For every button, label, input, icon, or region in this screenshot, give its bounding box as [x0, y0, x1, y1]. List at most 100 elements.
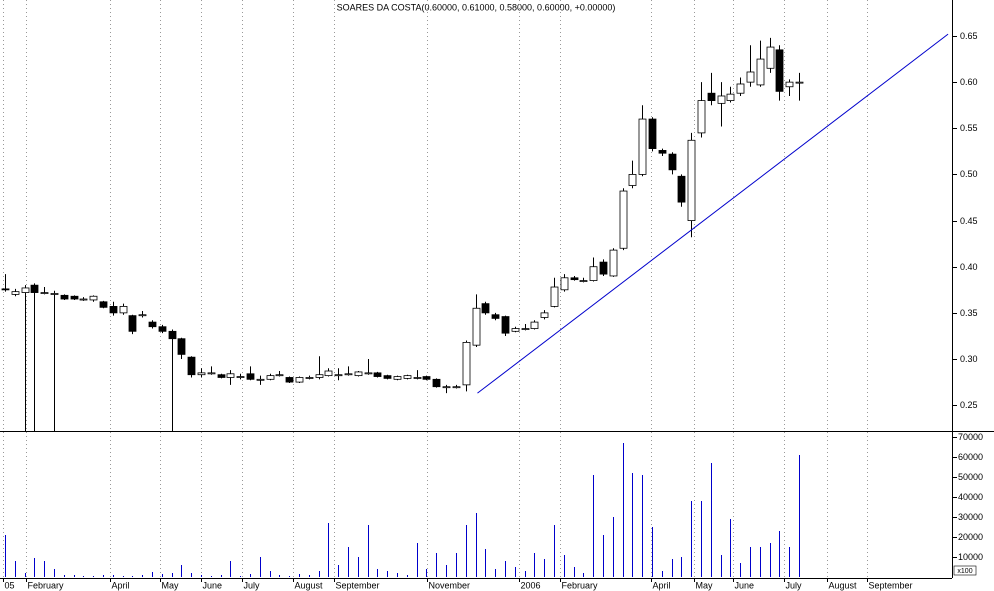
candle-body: [334, 374, 343, 377]
y-tick-label: 0.40: [960, 262, 978, 272]
candle-body: [30, 284, 39, 293]
candle-body: [530, 321, 539, 329]
candle-body: [177, 338, 186, 355]
candle-body: [462, 342, 471, 386]
volume-bar: [730, 519, 731, 577]
candle-body: [432, 378, 441, 388]
candle-body: [246, 373, 255, 380]
candle-body: [707, 92, 716, 101]
candle-body: [285, 377, 294, 383]
volume-bar: [681, 557, 682, 577]
candle-body: [491, 314, 500, 319]
volume-bar: [5, 535, 6, 577]
volume-bar: [779, 531, 780, 577]
volume-bar: [770, 543, 771, 577]
volume-bar: [789, 547, 790, 577]
candle-body: [628, 174, 637, 186]
candle-body: [344, 373, 353, 376]
y-tick-label: 20000: [958, 532, 983, 542]
volume-bar: [211, 576, 212, 577]
y-tick-label: 0.50: [960, 169, 978, 179]
volume-bar: [162, 574, 163, 577]
x-tick-label: 05: [5, 580, 15, 590]
x-tick-label: 2006: [521, 580, 541, 590]
volume-bar: [230, 561, 231, 577]
volume-bar: [377, 569, 378, 577]
y-tick-label: 60000: [958, 452, 983, 462]
volume-bar: [338, 565, 339, 577]
candle-body: [119, 306, 128, 314]
candle-body: [148, 321, 157, 328]
volume-bar: [515, 567, 516, 577]
candle-body: [540, 312, 549, 318]
candle-body: [315, 374, 324, 378]
x-tick-label: May: [696, 580, 714, 590]
candle-body: [560, 277, 569, 291]
candle-body: [197, 372, 206, 376]
y-tick-label: 0.25: [960, 400, 978, 410]
volume-bar: [750, 547, 751, 577]
volume-bar: [554, 525, 555, 577]
candle-body: [472, 307, 481, 346]
candle-body: [648, 118, 657, 149]
candle-body: [70, 295, 79, 300]
candle-body: [726, 93, 735, 101]
x-tick-label: February: [28, 580, 65, 590]
candle-body: [217, 374, 226, 378]
volume-bar: [152, 572, 153, 577]
y-tick-label: 0.65: [960, 31, 978, 41]
volume-bar: [142, 575, 143, 577]
volume-bar: [289, 576, 290, 577]
candle-body: [521, 328, 530, 330]
volume-bar: [250, 574, 251, 577]
volume-bar: [417, 543, 418, 577]
candle-body: [266, 375, 275, 380]
volume-bar: [132, 576, 133, 577]
volume-bar: [181, 565, 182, 577]
volume-bar: [642, 475, 643, 577]
volume-bar: [103, 575, 104, 577]
candle-body: [736, 83, 745, 94]
volume-bar: [701, 501, 702, 577]
volume-bar: [446, 565, 447, 577]
volume-bar: [123, 576, 124, 577]
candle-body: [403, 375, 412, 379]
candle-body: [785, 81, 794, 88]
x-tick-label: February: [562, 580, 599, 590]
candle-body: [481, 303, 490, 314]
y-tick-label: 0.45: [960, 216, 978, 226]
y-tick-label: 40000: [958, 492, 983, 502]
candle-body: [609, 249, 618, 277]
volume-bar: [740, 563, 741, 577]
volume-bar: [485, 549, 486, 577]
candle-body: [452, 386, 461, 389]
volume-bar: [505, 561, 506, 577]
candle-body: [658, 150, 667, 154]
candle-body: [158, 326, 167, 332]
candle-body: [795, 81, 804, 84]
volume-bar: [270, 571, 271, 577]
chart-title: SOARES DA COSTA(0.60000, 0.61000, 0.5800…: [337, 2, 616, 12]
x-tick-label: July: [786, 580, 803, 590]
candle-body: [599, 261, 608, 275]
volume-bar: [564, 555, 565, 577]
x-tick-label: June: [735, 580, 755, 590]
candle-body: [275, 374, 284, 377]
volume-bar: [83, 576, 84, 577]
x-tick-label: June: [203, 580, 223, 590]
volume-bar: [456, 553, 457, 577]
volume-bar: [172, 573, 173, 577]
candle-body: [109, 306, 118, 314]
x-tick-label: September: [336, 580, 380, 590]
candle-body: [236, 376, 245, 378]
volume-bar: [711, 463, 712, 577]
volume-bar: [476, 513, 477, 577]
x-tick-label: September: [869, 580, 913, 590]
y-tick-label: 10000: [958, 552, 983, 562]
x-tick-label: August: [829, 580, 858, 590]
volume-bar: [74, 575, 75, 577]
volume-bar: [534, 553, 535, 577]
candle-body: [50, 293, 59, 295]
